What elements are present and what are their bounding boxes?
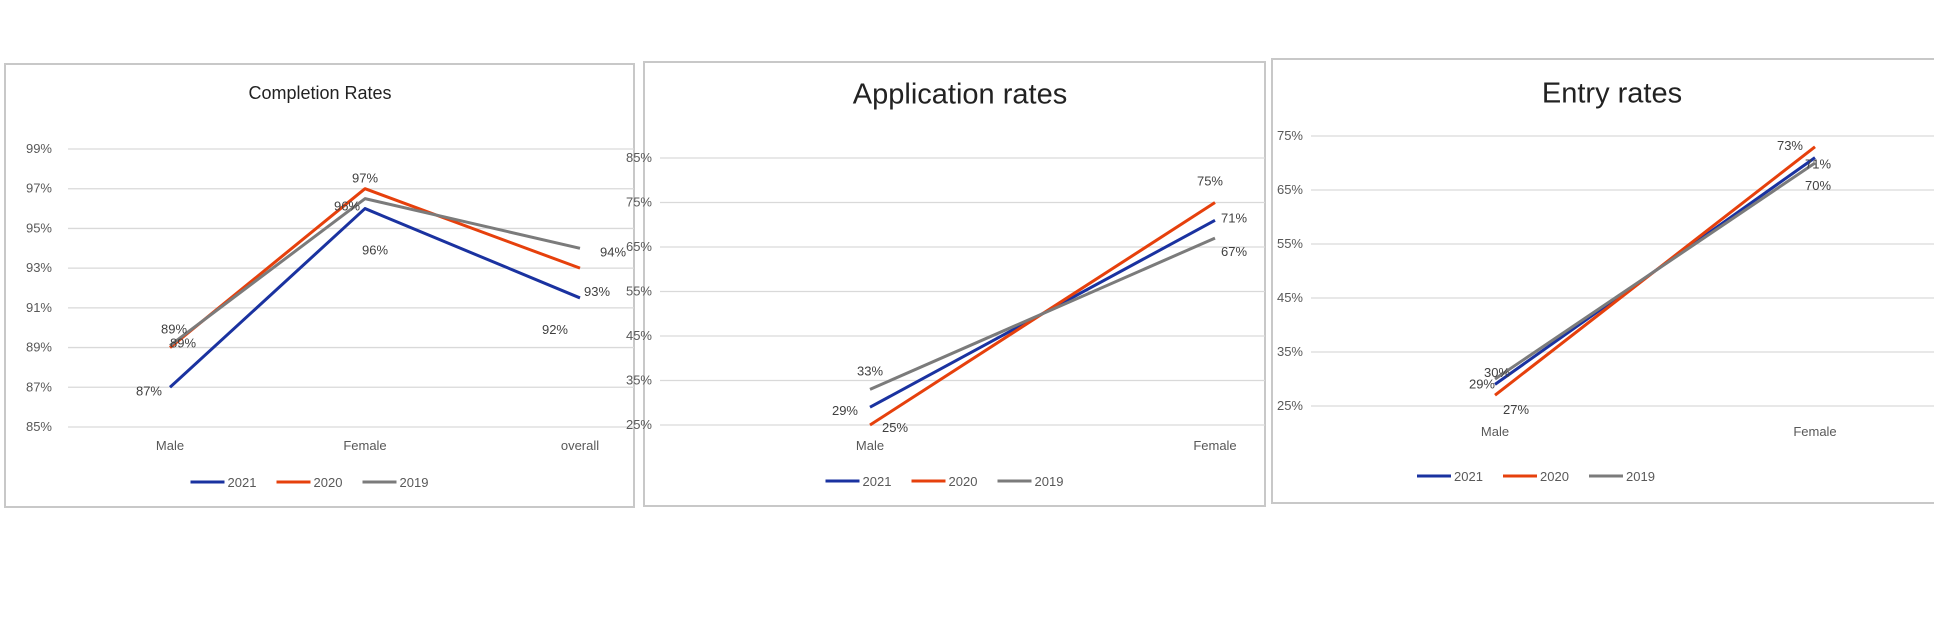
x-tick-label: Female bbox=[1193, 438, 1236, 453]
x-tick-label: Male bbox=[156, 438, 184, 453]
chart-frame bbox=[4, 63, 635, 508]
y-tick-label: 65% bbox=[1277, 182, 1303, 197]
legend-label: 2020 bbox=[1540, 469, 1569, 484]
data-label: 96% bbox=[334, 199, 360, 214]
y-tick-label: 85% bbox=[26, 419, 52, 434]
y-tick-label: 55% bbox=[1277, 236, 1303, 251]
data-label: 29% bbox=[1469, 376, 1495, 391]
data-label: 97% bbox=[352, 171, 378, 186]
chart-frame bbox=[643, 61, 1266, 507]
series-line-2020 bbox=[169, 187, 581, 349]
data-label: 94% bbox=[600, 244, 626, 259]
chart-entry-rates: Entry rates 25% 35% 45% 55% 65% 75% Male Female 2… bbox=[1271, 58, 1934, 504]
data-label: 89% bbox=[170, 336, 196, 351]
y-tick-label: 45% bbox=[626, 328, 652, 343]
legend-label: 2020 bbox=[949, 474, 978, 489]
y-tick-label: 35% bbox=[626, 373, 652, 388]
legend-label: 2021 bbox=[863, 474, 892, 489]
data-label: 25% bbox=[882, 420, 908, 435]
y-tick-label: 75% bbox=[1277, 128, 1303, 143]
y-tick-label: 95% bbox=[26, 220, 52, 235]
data-label: 70% bbox=[1805, 178, 1831, 193]
y-tick-label: 35% bbox=[1277, 344, 1303, 359]
series-line-2021 bbox=[168, 207, 581, 389]
y-tick-label: 97% bbox=[26, 181, 52, 196]
legend-label: 2019 bbox=[1035, 474, 1064, 489]
series-line-2019 bbox=[1494, 161, 1816, 381]
data-label: 71% bbox=[1805, 157, 1831, 172]
legend-label: 2020 bbox=[314, 475, 343, 490]
data-label: 29% bbox=[832, 403, 858, 418]
data-label: 87% bbox=[136, 383, 162, 398]
y-tick-label: 65% bbox=[626, 239, 652, 254]
x-tick-label: overall bbox=[561, 438, 599, 453]
y-tick-label: 87% bbox=[26, 379, 52, 394]
chart-title: Entry rates bbox=[1542, 78, 1682, 110]
chart-title: Application rates bbox=[853, 79, 1067, 111]
legend-label: 2019 bbox=[1626, 469, 1655, 484]
chart-title: Completion Rates bbox=[248, 83, 391, 103]
y-tick-label: 93% bbox=[26, 260, 52, 275]
x-tick-label: Female bbox=[1793, 424, 1836, 439]
y-tick-label: 75% bbox=[626, 195, 652, 210]
series-line-2019 bbox=[169, 197, 581, 347]
data-label: 67% bbox=[1221, 244, 1247, 259]
y-tick-label: 85% bbox=[626, 150, 652, 165]
data-label: 33% bbox=[857, 363, 883, 378]
data-label: 71% bbox=[1221, 210, 1247, 225]
data-label: 73% bbox=[1777, 138, 1803, 153]
legend-label: 2021 bbox=[1454, 469, 1483, 484]
x-tick-label: Male bbox=[856, 438, 884, 453]
chart-frame bbox=[1271, 58, 1934, 504]
y-tick-label: 45% bbox=[1277, 290, 1303, 305]
y-tick-label: 99% bbox=[26, 141, 52, 156]
x-tick-label: Male bbox=[1481, 424, 1509, 439]
data-label: 27% bbox=[1503, 402, 1529, 417]
y-tick-label: 55% bbox=[626, 284, 652, 299]
y-tick-label: 89% bbox=[26, 340, 52, 355]
series-line-2019 bbox=[869, 236, 1216, 391]
data-label: 75% bbox=[1197, 174, 1223, 189]
legend-label: 2021 bbox=[228, 475, 257, 490]
chart-application-rates: Application rates 25% 35% 45% 55% 65% 75% 85% Ma… bbox=[626, 61, 1266, 507]
data-label: 30% bbox=[1484, 365, 1510, 380]
y-tick-label: 25% bbox=[626, 417, 652, 432]
y-tick-label: 91% bbox=[26, 300, 52, 315]
legend-label: 2019 bbox=[400, 475, 429, 490]
data-label: 93% bbox=[584, 284, 610, 299]
data-label: 89% bbox=[161, 322, 187, 337]
y-tick-label: 25% bbox=[1277, 398, 1303, 413]
data-label: 92% bbox=[542, 322, 568, 337]
chart-completion-rates: Completion Rates 85% 87% 89% 91% 93% 95% 97% 99%… bbox=[4, 63, 635, 508]
data-label: 96% bbox=[362, 243, 388, 258]
x-tick-label: Female bbox=[343, 438, 386, 453]
